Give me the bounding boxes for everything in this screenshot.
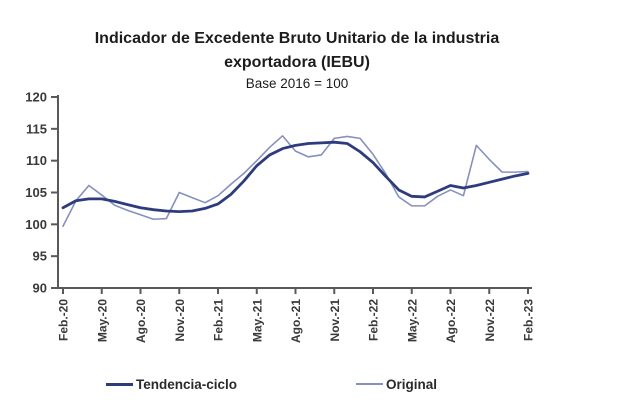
x-axis-label: Feb.-22 bbox=[367, 299, 381, 341]
original-legend-label: Original bbox=[386, 376, 438, 392]
x-axis-label: May.-20 bbox=[95, 299, 109, 342]
x-axis-label: Feb.-21 bbox=[212, 299, 226, 341]
original-legend-line bbox=[356, 383, 383, 385]
x-axis-label: Ago.-20 bbox=[134, 299, 148, 343]
x-axis-label: Feb.-20 bbox=[57, 299, 71, 341]
original-line bbox=[62, 135, 529, 228]
chart-title: Indicador de Excedente Bruto Unitario de… bbox=[94, 30, 500, 71]
y-axis-label: 115 bbox=[26, 121, 47, 136]
x-axis-label: Ago.-21 bbox=[289, 299, 303, 343]
y-axis-label: 110 bbox=[26, 153, 47, 168]
chart-subtitle: Base 2016 = 100 bbox=[245, 76, 349, 91]
legend-item-tendencia-ciclo: Tendencia-ciclo bbox=[106, 374, 237, 394]
x-axis-label: Nov.-22 bbox=[483, 299, 497, 342]
x-axis-label: Nov.-21 bbox=[328, 299, 342, 342]
tendencia-ciclo-legend-label: Tendencia-ciclo bbox=[136, 376, 238, 392]
y-axis-label: 120 bbox=[25, 90, 47, 105]
y-axis-label: 100 bbox=[25, 217, 47, 232]
legend-item-original: Original bbox=[356, 374, 437, 394]
x-axis-label: May.-22 bbox=[405, 299, 419, 342]
legend: Tendencia-ciclo Original bbox=[0, 374, 624, 396]
tendencia-ciclo-legend-line bbox=[106, 382, 133, 386]
y-axis-label: 105 bbox=[25, 185, 47, 200]
x-axis-label: Ago.-22 bbox=[444, 299, 458, 343]
tendencia-ciclo-line bbox=[61, 140, 530, 214]
y-axis-label: 90 bbox=[33, 281, 47, 296]
x-axis-label: Nov.-20 bbox=[173, 299, 187, 342]
axis-line bbox=[57, 95, 532, 289]
y-axis-label: 95 bbox=[33, 249, 47, 264]
x-axis-label: Feb.-23 bbox=[522, 299, 536, 341]
x-axis-label: May.-21 bbox=[250, 299, 264, 342]
